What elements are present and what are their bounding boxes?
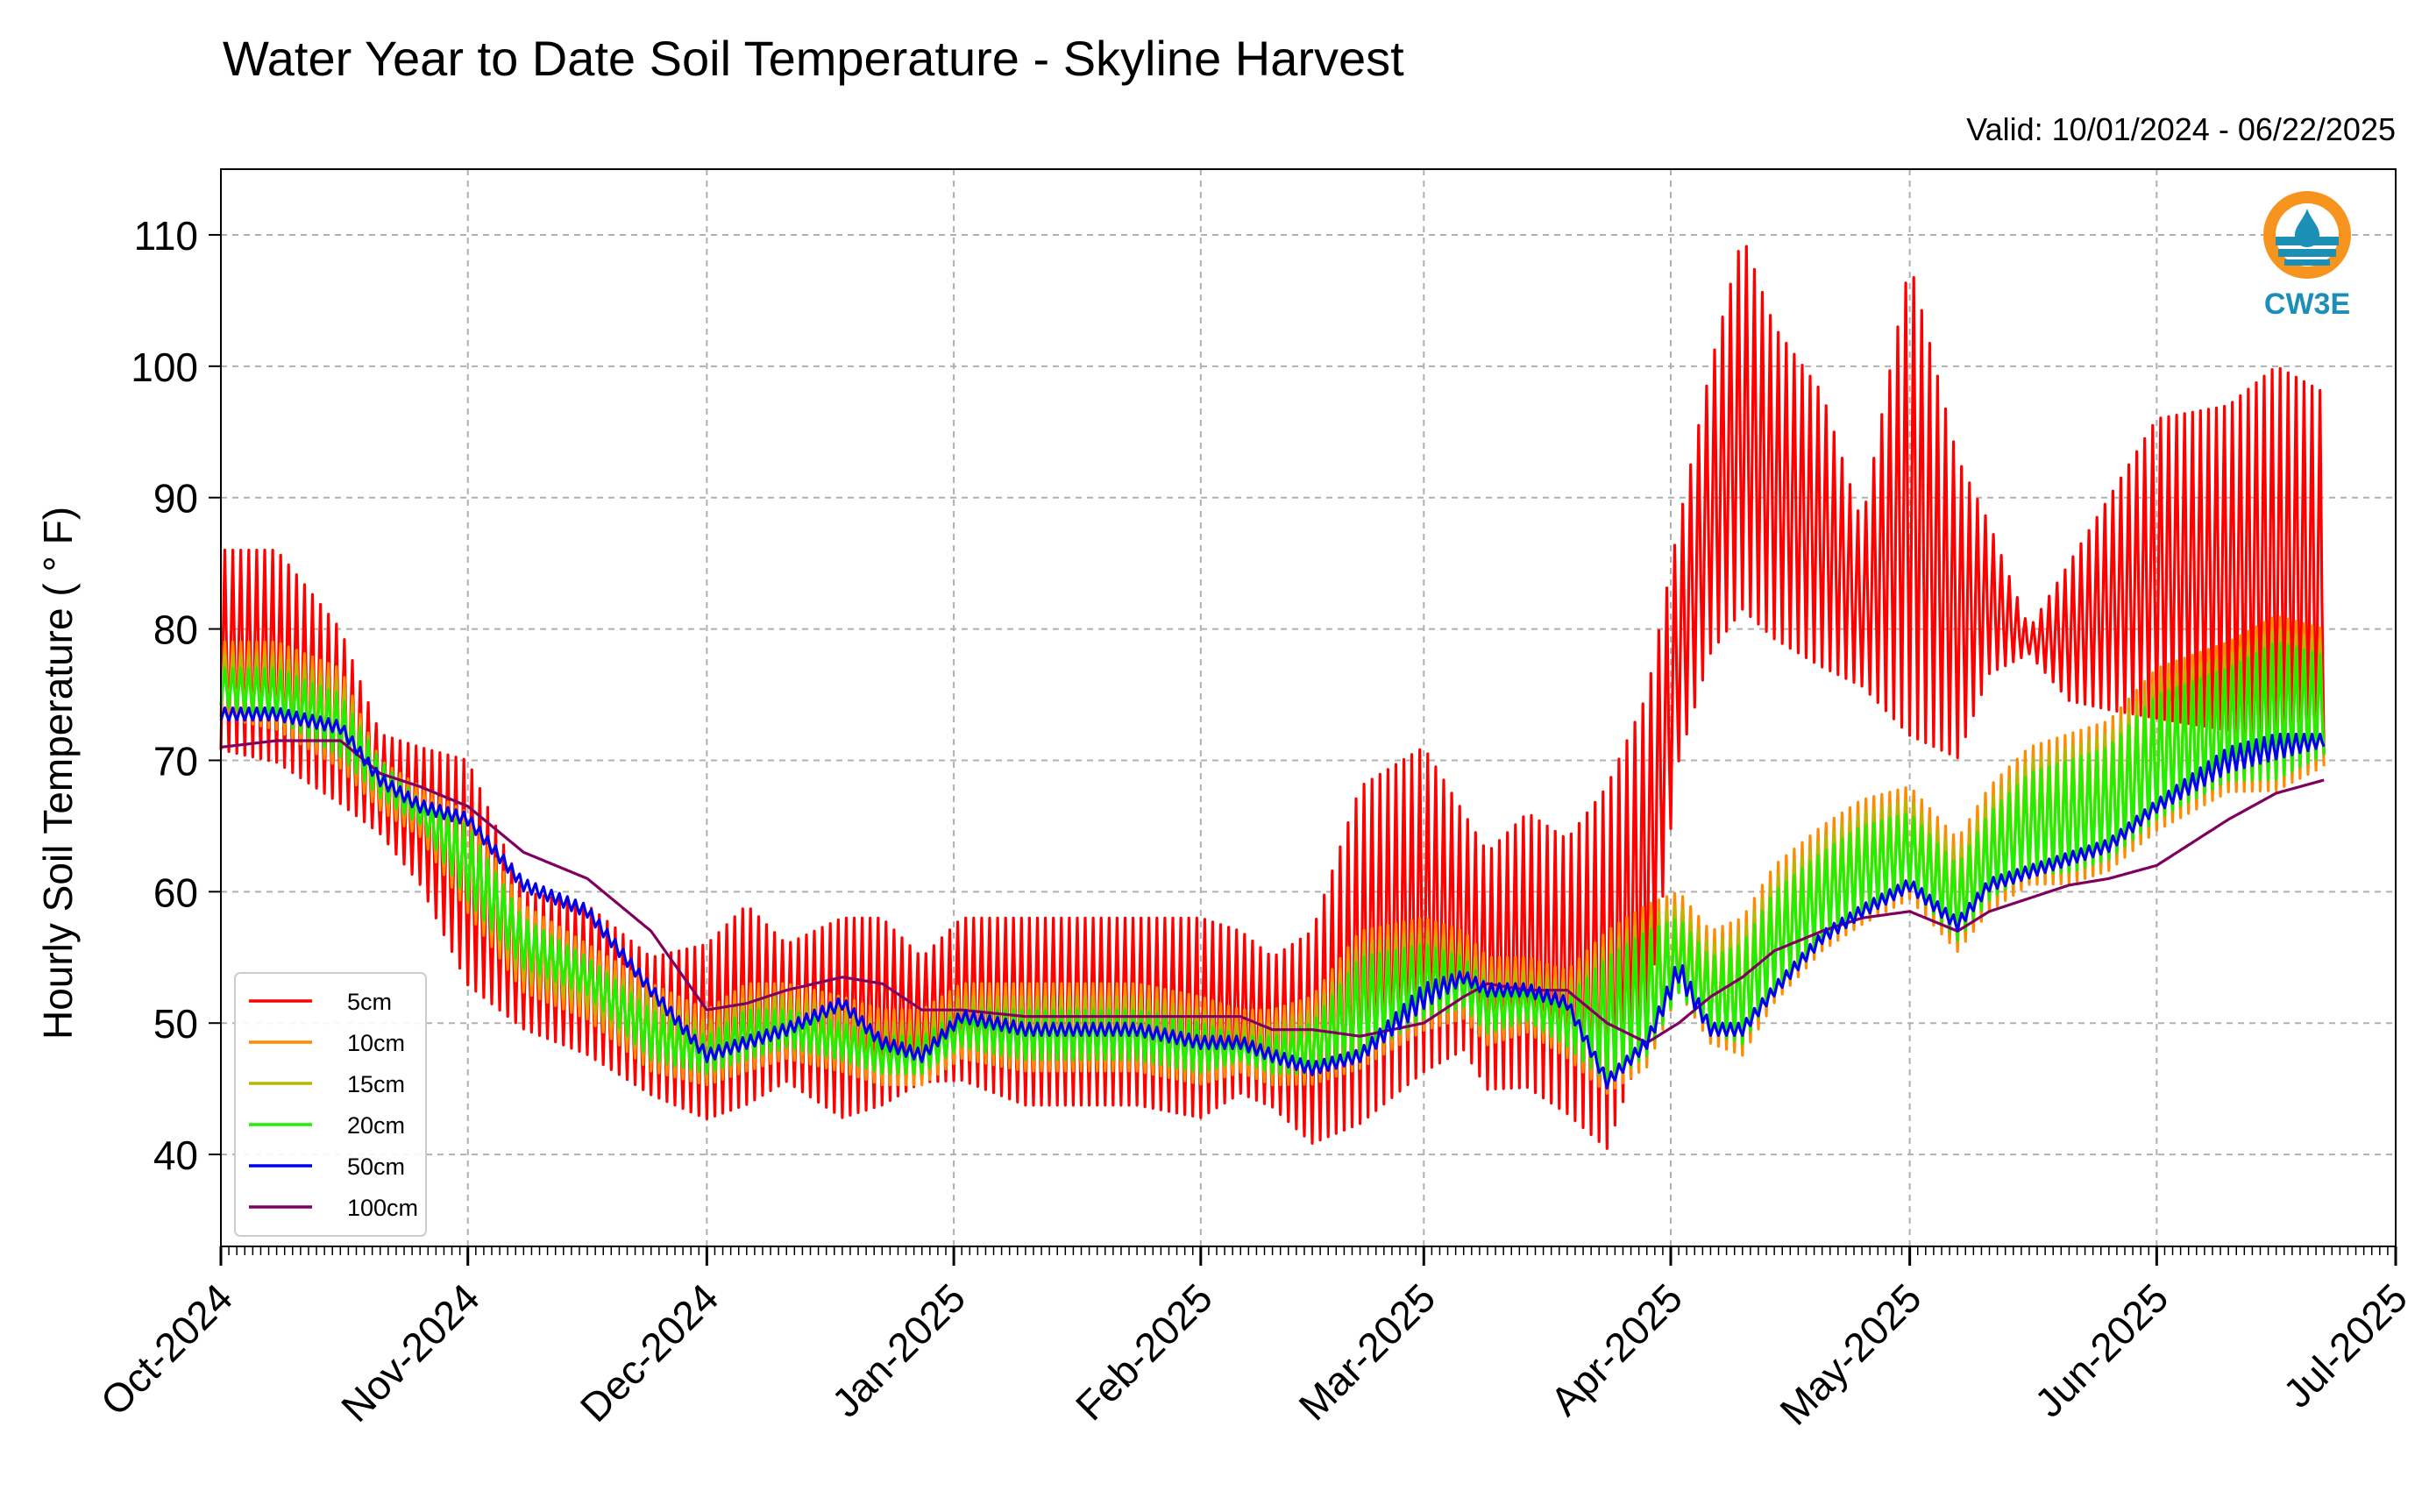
y-tick-label: 70 [153,738,198,784]
logo-text: CW3E [2264,287,2350,321]
series-line-5cm [219,245,2326,1150]
cw3e-logo: CW3E [2263,191,2351,321]
series-layer [219,245,2326,1150]
plot-frame [220,168,2397,1247]
legend-label-15cm: 15cm [347,1071,405,1097]
legend-box [234,972,427,1237]
series-line-100cm [220,739,2325,1045]
logo-wave-icon [2278,249,2336,257]
y-axis-label: Hourly Soil Temperature ( ° F) [35,507,81,1040]
series-line-50cm [219,706,2326,1090]
legend-label-10cm: 10cm [347,1030,405,1056]
legend-label-5cm: 5cm [347,989,392,1015]
chart-title: Water Year to Date Soil Temperature - Sk… [223,31,1404,86]
legend-label-100cm: 100cm [347,1195,418,1221]
y-axis: 40 50 60 70 80 90 100 110 [131,213,221,1178]
y-tick-label: 110 [134,213,198,259]
y-tick-label: 80 [153,607,198,653]
y-tick-label: 50 [153,1001,198,1047]
logo-drop-icon [2295,209,2319,247]
y-tick-label: 90 [153,476,198,522]
y-tick-label: 40 [153,1132,198,1178]
series-line-10cm [219,615,2326,1096]
y-tick-label: 100 [131,344,198,390]
valid-range-label: Valid: 10/01/2024 - 06/22/2025 [1966,111,2396,147]
legend: 5cm 10cm 15cm 20cm 50cm 100cm [234,972,427,1237]
y-tick-label: 60 [153,870,198,915]
legend-label-50cm: 50cm [347,1154,405,1180]
legend-label-20cm: 20cm [347,1112,405,1139]
logo-wave-icon [2284,259,2330,266]
